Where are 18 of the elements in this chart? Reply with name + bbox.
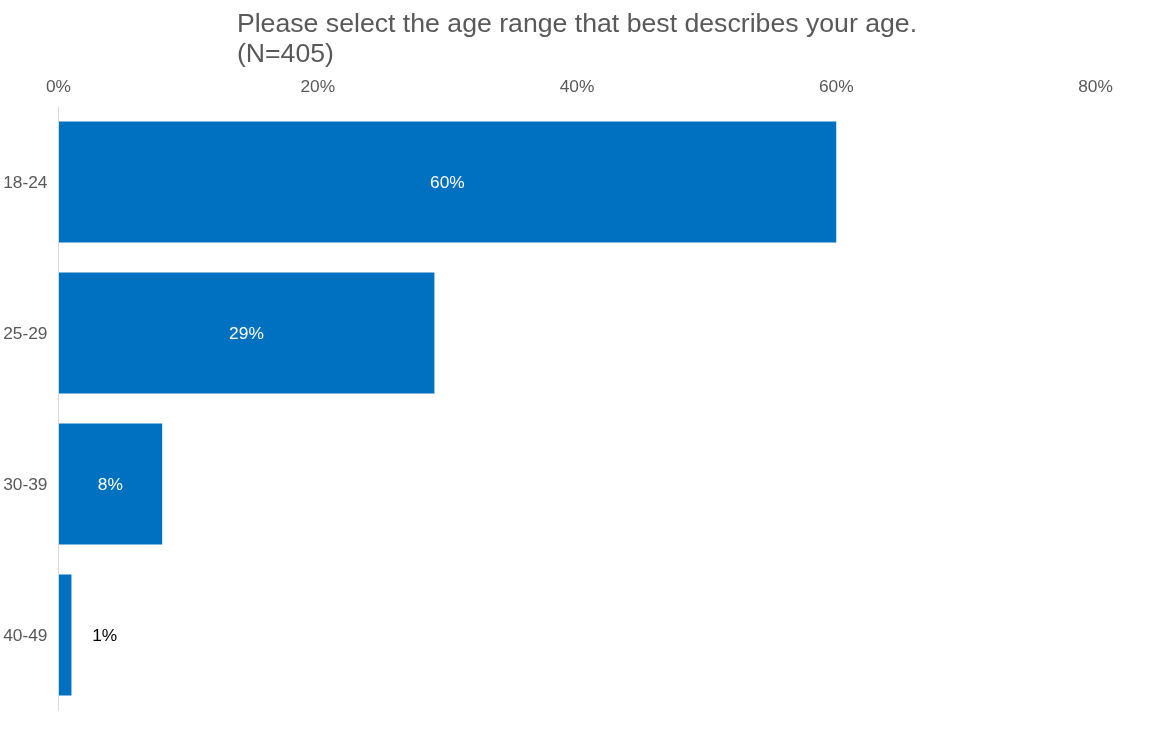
data-label: 8% [97,474,123,494]
x-tick-label: 80% [1078,75,1113,96]
x-tick-label: 0% [45,75,72,96]
data-label: 1% [92,625,118,645]
bar [58,574,72,696]
bar [58,121,837,243]
y-tick-label: 40-49 [3,625,48,645]
y-tick-label: 25-29 [3,323,48,343]
bar [58,423,163,545]
data-label: 29% [229,323,264,343]
x-tick-label: 60% [818,75,854,96]
y-tick-label: 18-24 [3,172,48,192]
data-label: 60% [430,172,465,192]
chart-title: Please select the age range that best describes your age. (N=405) [236,7,918,68]
x-tick-label: 20% [300,75,336,96]
y-tick-label: 30-39 [3,474,48,494]
x-tick-label: 40% [559,75,595,96]
bar [58,272,435,394]
